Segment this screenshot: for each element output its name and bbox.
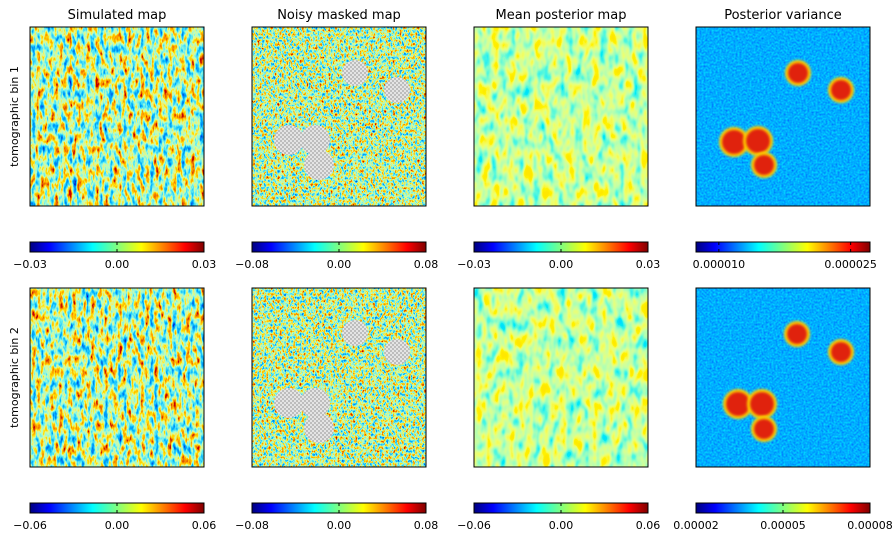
column-title: Simulated map — [68, 8, 167, 23]
panel-frame — [251, 26, 427, 207]
panel-frame — [29, 287, 205, 468]
colorbar-tick-label: 0.00 — [105, 519, 130, 532]
panel — [29, 287, 205, 468]
variance-core — [754, 155, 774, 175]
colorbar-tick-label: −0.06 — [13, 519, 47, 532]
mask-region — [304, 413, 334, 443]
panel — [473, 26, 649, 207]
row-label: tomographic bin 2 — [8, 327, 21, 428]
colorbar-tick-label: 0.00008 — [847, 519, 893, 532]
variance-core — [726, 392, 750, 416]
colorbar-tick-label: −0.03 — [13, 258, 47, 271]
panel-frame — [29, 26, 205, 207]
colorbar-tick-label: 0.00 — [327, 519, 352, 532]
mask-region — [342, 60, 368, 86]
heatmap-image — [30, 288, 204, 467]
mask-region — [300, 125, 330, 155]
row-label: tomographic bin 1 — [8, 66, 21, 167]
panel — [473, 287, 649, 468]
column-title: Posterior variance — [724, 8, 842, 23]
mask-region — [342, 320, 368, 346]
colorbar-tick-label: 0.08 — [414, 519, 439, 532]
colorbar-tick-label: 0.06 — [636, 519, 661, 532]
colorbar-tick-label: 0.00 — [549, 258, 574, 271]
mask-region — [384, 77, 410, 103]
heatmap-image — [252, 288, 426, 467]
colorbar-tick-label: −0.08 — [235, 519, 269, 532]
panel — [695, 287, 871, 468]
colorbar-tick-label: 0.03 — [636, 258, 661, 271]
mask-region — [384, 339, 410, 365]
colorbar-tick-label: 0.00005 — [760, 519, 806, 532]
variance-core — [722, 130, 746, 154]
panel-frame — [695, 287, 871, 468]
mask-region — [274, 125, 304, 155]
variance-core — [831, 80, 851, 100]
panel — [251, 26, 427, 207]
panel — [29, 26, 205, 207]
variance-core — [831, 342, 851, 362]
mask-region — [274, 388, 304, 418]
mask-region — [304, 150, 334, 180]
column-title: Mean posterior map — [496, 8, 627, 23]
column-title: Noisy masked map — [277, 8, 401, 23]
variance-core — [750, 392, 774, 416]
colorbar-tick-label: 0.03 — [192, 258, 217, 271]
colorbar-tick-label: 0.00 — [549, 519, 574, 532]
panel-frame — [695, 26, 871, 207]
heatmap-image — [474, 288, 648, 467]
variance-core — [788, 63, 808, 83]
colorbar-tick-label: 0.08 — [414, 258, 439, 271]
mask-region — [300, 388, 330, 418]
heatmap-image — [696, 27, 870, 206]
colorbar-tick-label: 0.00002 — [673, 519, 719, 532]
colorbar-tick-label: −0.03 — [457, 258, 491, 271]
heatmap-image — [696, 288, 870, 467]
panel-frame — [473, 26, 649, 207]
colorbar-tick-label: 0.06 — [192, 519, 217, 532]
colorbar-tick-label: 0.00 — [105, 258, 130, 271]
colorbar-tick-label: 0.000010 — [693, 258, 746, 271]
panel-frame — [251, 287, 427, 468]
colorbar-tick-label: 0.000025 — [824, 258, 877, 271]
variance-core — [787, 324, 807, 344]
heatmap-image — [474, 27, 648, 206]
variance-core — [746, 129, 770, 153]
heatmap-image — [30, 27, 204, 206]
colorbar-tick-label: −0.08 — [235, 258, 269, 271]
panel — [695, 26, 871, 207]
variance-core — [754, 419, 774, 439]
colorbar-tick-label: −0.06 — [457, 519, 491, 532]
colorbar — [695, 241, 871, 253]
panel — [251, 287, 427, 468]
colorbar-tick-label: 0.00 — [327, 258, 352, 271]
heatmap-image — [252, 27, 426, 206]
panel-frame — [473, 287, 649, 468]
